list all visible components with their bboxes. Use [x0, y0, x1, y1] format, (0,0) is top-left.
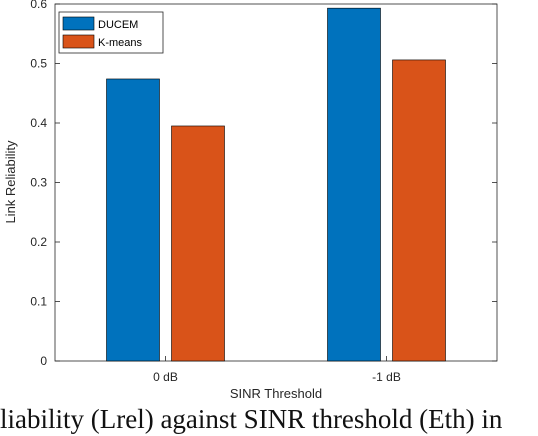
bars-group	[106, 7, 446, 362]
x-axis: 0 dB -1 dB	[153, 356, 401, 384]
legend-swatch-0	[62, 16, 95, 31]
bar-ducem-1	[327, 7, 381, 362]
y-tick-label: 0.2	[30, 235, 47, 249]
y-tick-label: 0	[40, 354, 47, 368]
y-tick-label: 0.1	[30, 295, 47, 309]
y-tick-label: 0.4	[30, 116, 47, 130]
legend: DUCEM K-means	[58, 11, 164, 54]
y-tick-label: 0.5	[30, 57, 47, 71]
y-axis-label: Link Reliability	[3, 140, 18, 224]
x-tick-label: 0 dB	[153, 370, 178, 384]
bar-chart: 0 0.1 0.2 0.3 0.4 0.5 0.6 0 dB -1 dB SINR Thres…	[3, 0, 498, 401]
bar-k-means-0	[171, 125, 225, 362]
bar-k-means-1	[392, 59, 446, 362]
legend-label-0: DUCEM	[98, 19, 138, 31]
figure-caption: liability (Lrel) against SINR threshold …	[0, 404, 503, 434]
bar-ducem-0	[106, 78, 160, 362]
y-tick-label: 0.6	[30, 0, 47, 11]
legend-swatch-1	[62, 34, 95, 49]
legend-label-1: K-means	[98, 37, 143, 49]
x-tick-label: -1 dB	[372, 370, 401, 384]
y-tick-label: 0.3	[30, 176, 47, 190]
y-axis: 0 0.1 0.2 0.3 0.4 0.5 0.6	[30, 0, 497, 368]
x-axis-label: SINR Threshold	[230, 386, 322, 401]
